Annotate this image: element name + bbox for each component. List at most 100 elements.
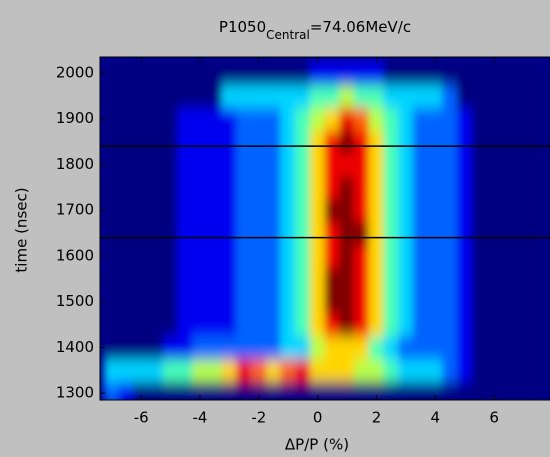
heatmap-cell [486,335,502,360]
heatmap-cell [471,83,488,108]
heatmap-cell [471,175,488,200]
heatmap-cell [368,83,385,108]
heatmap-cell [383,289,400,314]
heatmap-cell [398,198,414,223]
heatmap-cell [427,358,444,383]
heatmap-cell [133,221,150,246]
heatmap-cell [236,152,252,177]
heatmap-cell [309,381,326,400]
heatmap-cell [103,312,120,337]
heatmap-cell [442,266,458,291]
heatmap-cell [471,61,488,85]
heatmap-cell [383,335,400,360]
heatmap-cell [177,175,194,200]
heatmap-cell [353,289,370,314]
heatmap-cell [486,106,502,131]
heatmap-cell [500,266,517,291]
heatmap-cell [383,221,400,246]
heatmap-cell [500,175,517,200]
heatmap-cell [530,312,547,337]
heatmap-cell [515,152,532,177]
heatmap-cell [530,381,547,400]
heatmap-cell [177,129,194,154]
heatmap-cell [427,244,444,268]
heatmap-cell [353,221,370,246]
heatmap-cell [221,221,238,246]
x-tick-label: 2 [372,409,382,427]
heatmap-cell [324,289,341,314]
heatmap-cell [295,358,311,383]
heatmap-cell [133,61,150,85]
heatmap-cell [236,129,252,154]
heatmap-cell [383,152,400,177]
heatmap-cell [162,358,179,383]
heatmap-cell [339,289,355,314]
chart-title: P1050Central=74.06MeV/c [219,18,411,42]
heatmap-cell [250,61,267,85]
heatmap-cell [103,221,120,246]
heatmap-cell [250,106,267,131]
heatmap-cell [324,312,341,337]
heatmap-cell [148,266,164,291]
heatmap-cell [162,312,179,337]
heatmap-cell [162,198,179,223]
heatmap-cell [486,175,502,200]
heatmap-cell [442,244,458,268]
y-tick-label: 1500 [56,292,94,310]
heatmap-cell [530,221,547,246]
heatmap-cell [309,175,326,200]
heatmap-cell [515,198,532,223]
heatmap-cell [471,266,488,291]
heatmap-cell [118,152,135,177]
heatmap-cell [162,335,179,360]
heatmap-cell [442,175,458,200]
heatmap-cell [412,381,429,400]
heatmap-cell [353,312,370,337]
heatmap-cell [530,129,547,154]
heatmap-cell [177,83,194,108]
heatmap-cell [398,106,414,131]
heatmap-cell [162,381,179,400]
heatmap-cell [280,266,297,291]
heatmap-cell [412,221,429,246]
heatmap-cell [339,312,355,337]
heatmap-cell [339,381,355,400]
heatmap-cell [500,221,517,246]
y-tick-label: 1700 [56,201,94,219]
heatmap-cell [412,335,429,360]
heatmap-cell [500,358,517,383]
heatmap-cell [103,289,120,314]
heatmap-cell [339,83,355,108]
heatmap-cell [383,266,400,291]
x-tick-label: 4 [431,409,441,427]
heatmap-cell [162,221,179,246]
heatmap-cell [309,312,326,337]
heatmap-cell [353,61,370,85]
heatmap-cell [280,152,297,177]
heatmap-cell [221,266,238,291]
heatmap-cell [103,61,120,85]
heatmap-cell [530,106,547,131]
heatmap-cell [265,358,282,383]
heatmap-cell [427,289,444,314]
heatmap-cell [412,152,429,177]
heatmap-cell [162,244,179,268]
heatmap-cell [500,289,517,314]
heatmap-cell [456,335,473,360]
heatmap-cell [398,312,414,337]
heatmap-cell [471,358,488,383]
heatmap-cell [398,83,414,108]
heatmap-cell [250,244,267,268]
heatmap-cell [118,83,135,108]
heatmap-cell [280,129,297,154]
heatmap-cell [103,152,120,177]
heatmap-cell [309,289,326,314]
heatmap-cell [324,175,341,200]
heatmap-cell [412,358,429,383]
heatmap-cell [221,106,238,131]
heatmap-cell [398,244,414,268]
heatmap-cell [500,335,517,360]
heatmap-cell [500,244,517,268]
heatmap-cell [368,152,385,177]
heatmap-cell [192,198,208,223]
